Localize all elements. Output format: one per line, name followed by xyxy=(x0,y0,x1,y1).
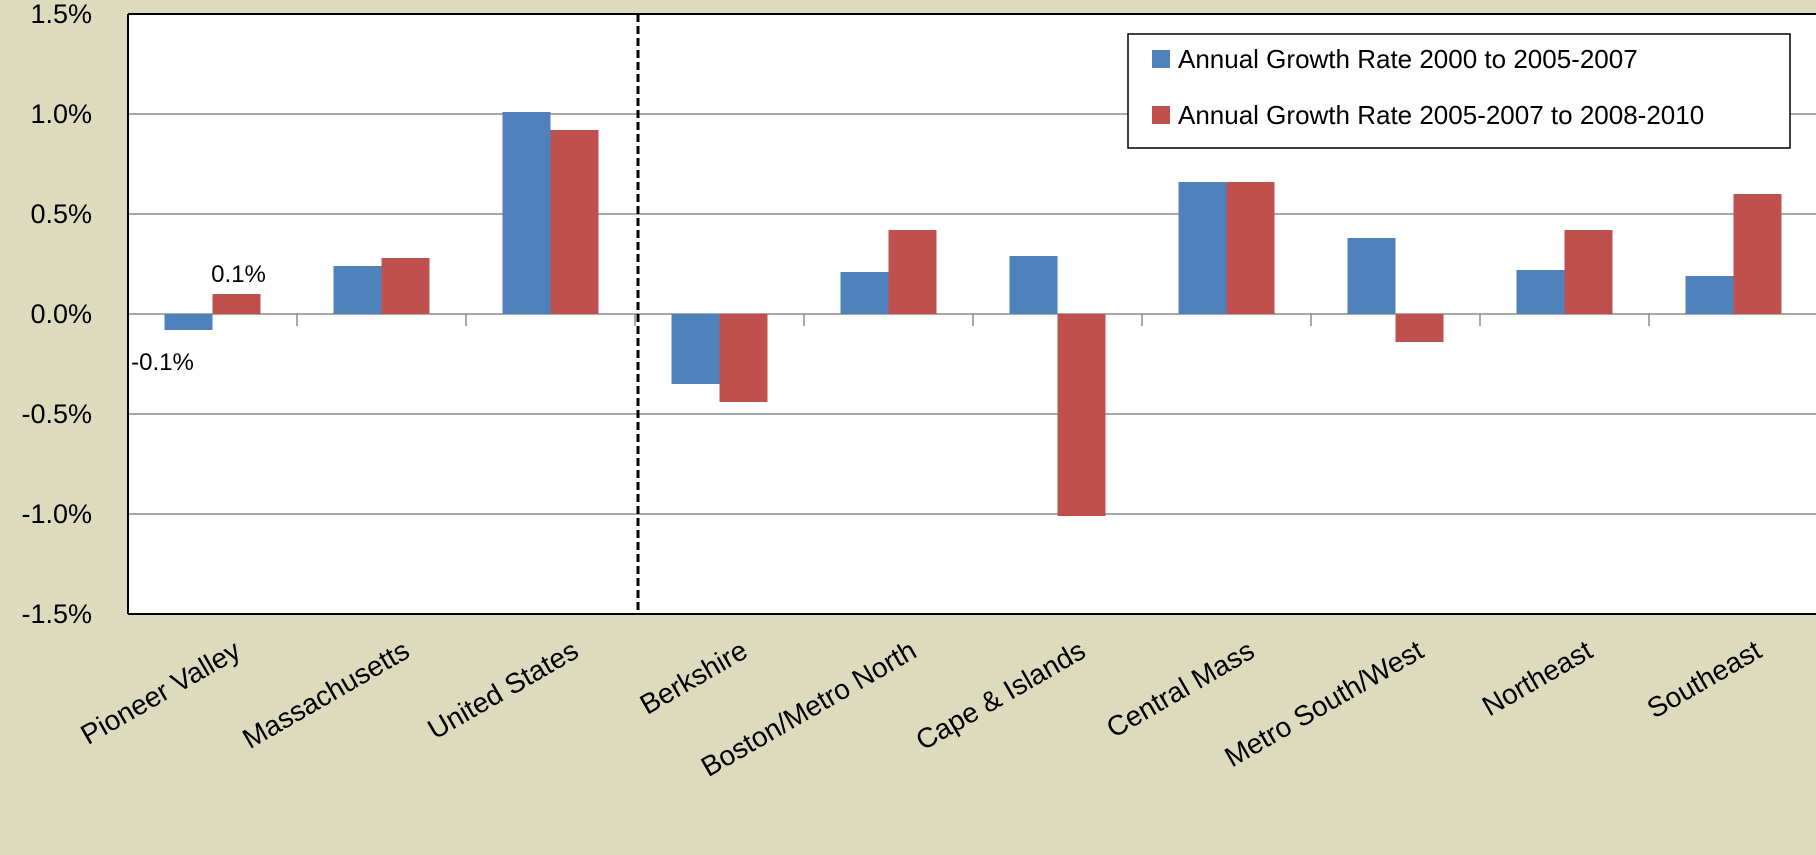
bar-s1-1 xyxy=(333,266,382,314)
y-tick-label: -1.5% xyxy=(21,599,92,629)
legend-swatch xyxy=(1152,50,1170,68)
bar-s2-8 xyxy=(1564,230,1613,314)
y-tick-label: 1.0% xyxy=(30,99,92,129)
bar-s1-6 xyxy=(1178,182,1227,314)
y-tick-label: 0.5% xyxy=(30,199,92,229)
bar-s1-8 xyxy=(1516,270,1565,314)
y-tick-label: -0.5% xyxy=(21,399,92,429)
x-category-label: Berkshire xyxy=(635,634,753,720)
bar-s1-9 xyxy=(1685,276,1734,314)
bar-s2-3 xyxy=(719,314,768,402)
legend-box xyxy=(1127,33,1791,149)
data-label: 0.1% xyxy=(211,261,266,288)
x-category-label: Central Mass xyxy=(1101,634,1259,743)
y-tick-label: 1.5% xyxy=(30,0,92,29)
data-label: -0.1% xyxy=(131,349,194,376)
legend-label: Annual Growth Rate 2005-2007 to 2008-201… xyxy=(1178,100,1704,130)
x-category-label: United States xyxy=(422,634,583,745)
x-category-label: Cape & Islands xyxy=(911,634,1091,756)
x-category-label: Massachusetts xyxy=(237,634,414,754)
bar-s2-4 xyxy=(888,230,937,314)
bar-s2-7 xyxy=(1395,314,1444,342)
y-tick-label: 0.0% xyxy=(30,299,92,329)
x-category-label: Northeast xyxy=(1477,634,1598,722)
bar-s2-5 xyxy=(1057,314,1106,516)
y-tick-label: -1.0% xyxy=(21,499,92,529)
legend-label: Annual Growth Rate 2000 to 2005-2007 xyxy=(1178,44,1638,74)
bar-s2-9 xyxy=(1733,194,1782,314)
legend-swatch xyxy=(1152,106,1170,124)
bar-s1-5 xyxy=(1009,256,1058,314)
bar-s1-0 xyxy=(164,314,213,330)
bar-s2-6 xyxy=(1226,182,1275,314)
bar-s2-1 xyxy=(381,258,430,314)
bar-s2-0 xyxy=(212,294,261,314)
bar-s2-2 xyxy=(550,130,599,314)
bar-s1-3 xyxy=(671,314,720,384)
bar-s1-7 xyxy=(1347,238,1396,314)
bar-s1-4 xyxy=(840,272,889,314)
x-category-label: Pioneer Valley xyxy=(75,634,245,750)
x-category-label: Southeast xyxy=(1642,634,1767,724)
bar-s1-2 xyxy=(502,112,551,314)
